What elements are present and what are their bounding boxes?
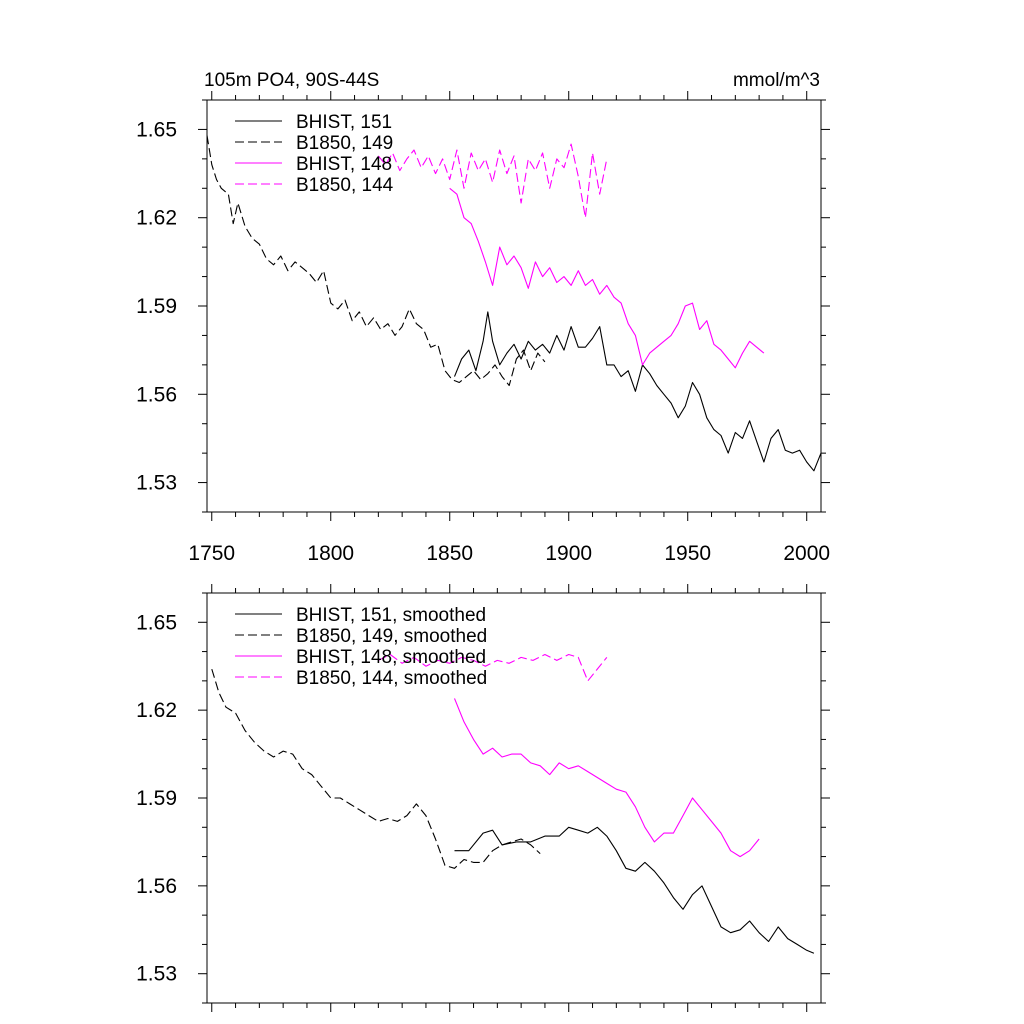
- y-tick-label: 1.59: [136, 787, 177, 810]
- x-tick-label: 1800: [307, 542, 354, 565]
- series-line-2: [206, 135, 546, 387]
- series-line-4: [378, 653, 608, 682]
- y-tick-label: 1.62: [136, 699, 177, 722]
- series-line-4: [377, 143, 608, 219]
- legend-label: BHIST, 148: [296, 154, 392, 175]
- y-tick-label: 1.53: [136, 472, 177, 495]
- x-tick-label: 2000: [783, 542, 830, 565]
- top-panel: 1750 1800 1850 1900 1950 2000 1.53 1.56 1.59 1.62…: [136, 91, 830, 565]
- legend-label: BHIST, 151, smoothed: [296, 605, 486, 626]
- y-tick-label: 1.65: [136, 118, 177, 141]
- y-tick-label: 1.53: [136, 963, 177, 986]
- y-tick-label: 1.56: [136, 875, 177, 898]
- legend-label: B1850, 144: [296, 175, 394, 196]
- chart-title: 105m PO4, 90S-44S: [204, 70, 379, 91]
- x-tick-label: 1750: [188, 542, 235, 565]
- legend-label: B1850, 149: [296, 133, 393, 154]
- y-tick-label: 1.56: [136, 383, 177, 406]
- legend-label: BHIST, 148, smoothed: [296, 647, 486, 668]
- series-line-1: [453, 311, 822, 472]
- legend-label: B1850, 144, smoothed: [296, 668, 487, 689]
- units-label: mmol/m^3: [733, 70, 820, 91]
- legend-label: B1850, 149, smoothed: [296, 626, 487, 647]
- series-line-3: [453, 698, 760, 858]
- series-line-3: [449, 187, 765, 369]
- x-tick-label: 1900: [545, 542, 592, 565]
- legend-label: BHIST, 151: [296, 112, 392, 133]
- x-tick-label: 1850: [426, 542, 473, 565]
- series-line-1: [454, 826, 815, 954]
- y-tick-label: 1.62: [136, 207, 177, 230]
- series-line-2: [211, 668, 541, 869]
- y-tick-label: 1.65: [136, 611, 177, 634]
- x-tick-label: 1950: [664, 542, 711, 565]
- bottom-panel: 1.53 1.56 1.59 1.62 1.65 BHIST, 151, smoothed…: [136, 584, 830, 1012]
- y-tick-label: 1.59: [136, 295, 177, 318]
